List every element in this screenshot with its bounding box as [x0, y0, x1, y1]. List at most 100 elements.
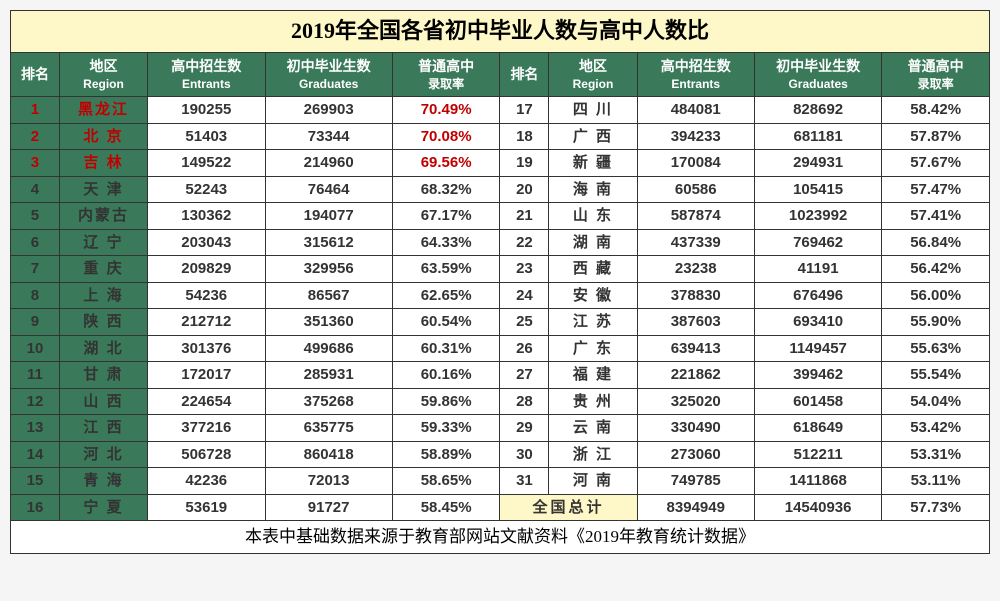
region-cell: 河 南 [549, 468, 637, 495]
rank-cell: 27 [500, 362, 549, 389]
region-cell: 贵 州 [549, 388, 637, 415]
rate-cell: 53.31% [882, 441, 990, 468]
graduates-cell: 86567 [265, 282, 392, 309]
rank-cell: 19 [500, 150, 549, 177]
rank-cell: 15 [11, 468, 60, 495]
entrants-cell: 212712 [148, 309, 265, 336]
rank-cell: 22 [500, 229, 549, 256]
entrants-cell: 330490 [637, 415, 754, 442]
entrants-cell: 273060 [637, 441, 754, 468]
rate-cell: 60.31% [392, 335, 500, 362]
rank-cell: 18 [500, 123, 549, 150]
region-cell: 海 南 [549, 176, 637, 203]
rank-cell: 26 [500, 335, 549, 362]
graduates-cell: 693410 [754, 309, 881, 336]
rate-cell: 63.59% [392, 256, 500, 283]
total-label: 全国总计 [500, 494, 637, 521]
rank-cell: 31 [500, 468, 549, 495]
region-cell: 宁 夏 [59, 494, 147, 521]
region-cell: 北 京 [59, 123, 147, 150]
graduates-cell: 601458 [754, 388, 881, 415]
region-cell: 云 南 [549, 415, 637, 442]
rate-cell: 55.90% [882, 309, 990, 336]
entrants-cell: 172017 [148, 362, 265, 389]
region-cell: 西 藏 [549, 256, 637, 283]
graduates-cell: 41191 [754, 256, 881, 283]
rate-cell: 60.16% [392, 362, 500, 389]
entrants-cell: 221862 [637, 362, 754, 389]
stats-table-container: 2019年全国各省初中毕业人数与高中人数比 排名 地区Region 高中招生数E… [10, 10, 990, 554]
header-region-right: 地区Region [549, 52, 637, 97]
entrants-cell: 23238 [637, 256, 754, 283]
table-row: 12山 西22465437526859.86%28贵 州325020601458… [11, 388, 990, 415]
entrants-cell: 52243 [148, 176, 265, 203]
table-row: 8上 海542368656762.65%24安 徽37883067649656.… [11, 282, 990, 309]
table-row: 14河 北50672886041858.89%30浙 江273060512211… [11, 441, 990, 468]
region-cell: 安 徽 [549, 282, 637, 309]
rate-cell: 70.08% [392, 123, 500, 150]
graduates-cell: 105415 [754, 176, 881, 203]
table-title: 2019年全国各省初中毕业人数与高中人数比 [11, 11, 990, 53]
rank-cell: 25 [500, 309, 549, 336]
table-row: 7重 庆20982932995663.59%23西 藏232384119156.… [11, 256, 990, 283]
graduates-cell: 294931 [754, 150, 881, 177]
entrants-cell: 587874 [637, 203, 754, 230]
entrants-cell: 42236 [148, 468, 265, 495]
region-cell: 重 庆 [59, 256, 147, 283]
rank-cell: 24 [500, 282, 549, 309]
rank-cell: 28 [500, 388, 549, 415]
entrants-cell: 301376 [148, 335, 265, 362]
graduates-cell: 828692 [754, 97, 881, 124]
rate-cell: 53.42% [882, 415, 990, 442]
region-cell: 上 海 [59, 282, 147, 309]
rank-cell: 1 [11, 97, 60, 124]
graduates-cell: 512211 [754, 441, 881, 468]
rank-cell: 16 [11, 494, 60, 521]
table-row: 2北 京514037334470.08%18广 西39423368118157.… [11, 123, 990, 150]
table-row: 4天 津522437646468.32%20海 南6058610541557.4… [11, 176, 990, 203]
rate-cell: 55.54% [882, 362, 990, 389]
region-cell: 广 西 [549, 123, 637, 150]
graduates-cell: 1411868 [754, 468, 881, 495]
header-rate-left: 普通高中录取率 [392, 52, 500, 97]
rate-cell: 53.11% [882, 468, 990, 495]
header-rank-right: 排名 [500, 52, 549, 97]
table-row: 10湖 北30137649968660.31%26广 东639413114945… [11, 335, 990, 362]
rank-cell: 11 [11, 362, 60, 389]
rate-cell: 58.42% [882, 97, 990, 124]
graduates-cell: 73344 [265, 123, 392, 150]
header-row: 排名 地区Region 高中招生数Entrants 初中毕业生数Graduate… [11, 52, 990, 97]
header-region-left: 地区Region [59, 52, 147, 97]
total-graduates: 14540936 [754, 494, 881, 521]
region-cell: 浙 江 [549, 441, 637, 468]
table-row: 1黑龙江19025526990370.49%17四 川4840818286925… [11, 97, 990, 124]
entrants-cell: 190255 [148, 97, 265, 124]
rank-cell: 6 [11, 229, 60, 256]
rank-cell: 10 [11, 335, 60, 362]
rank-cell: 2 [11, 123, 60, 150]
rank-cell: 29 [500, 415, 549, 442]
table-row: 5内蒙古13036219407767.17%21山 东5878741023992… [11, 203, 990, 230]
graduates-cell: 635775 [265, 415, 392, 442]
graduates-cell: 499686 [265, 335, 392, 362]
rate-cell: 55.63% [882, 335, 990, 362]
entrants-cell: 170084 [637, 150, 754, 177]
rate-cell: 59.86% [392, 388, 500, 415]
region-cell: 内蒙古 [59, 203, 147, 230]
table-row: 11甘 肃17201728593160.16%27福 建221862399462… [11, 362, 990, 389]
rate-cell: 58.45% [392, 494, 500, 521]
rate-cell: 56.84% [882, 229, 990, 256]
rank-cell: 20 [500, 176, 549, 203]
entrants-cell: 203043 [148, 229, 265, 256]
rate-cell: 57.67% [882, 150, 990, 177]
entrants-cell: 224654 [148, 388, 265, 415]
graduates-cell: 351360 [265, 309, 392, 336]
graduates-cell: 618649 [754, 415, 881, 442]
header-entrants-right: 高中招生数Entrants [637, 52, 754, 97]
graduates-cell: 860418 [265, 441, 392, 468]
rate-cell: 57.87% [882, 123, 990, 150]
rank-cell: 9 [11, 309, 60, 336]
rank-cell: 7 [11, 256, 60, 283]
rate-cell: 54.04% [882, 388, 990, 415]
rate-cell: 58.89% [392, 441, 500, 468]
